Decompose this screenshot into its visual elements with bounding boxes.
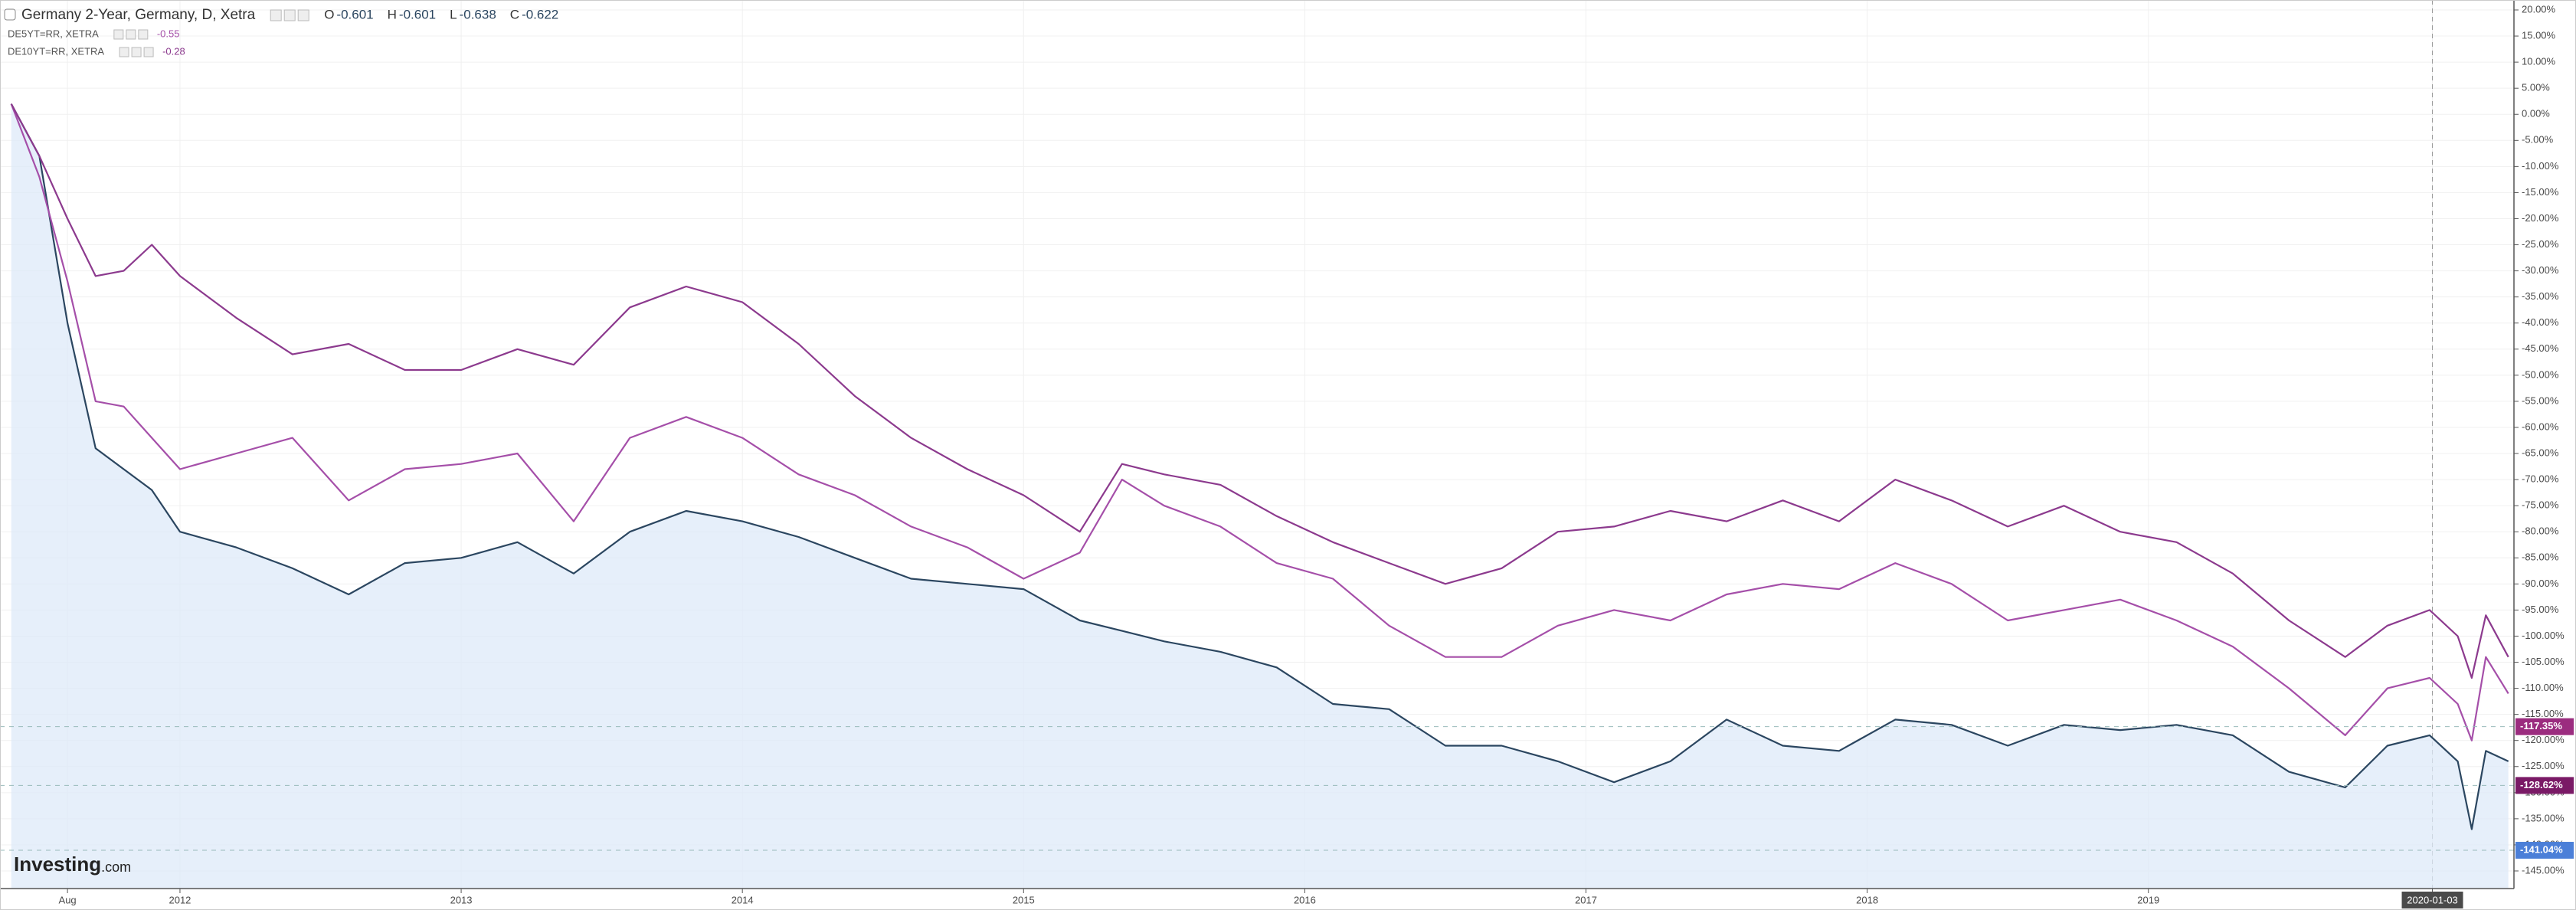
x-tick-label: 2019 xyxy=(2137,894,2159,905)
x-tick-label: 2020-01-03 xyxy=(2407,894,2458,905)
ohlc-label: O xyxy=(324,7,334,21)
y-tick-label: -135.00% xyxy=(2522,812,2565,823)
icon xyxy=(113,29,124,40)
y-tick-label: -65.00% xyxy=(2522,447,2559,458)
icon xyxy=(119,47,129,57)
y-tick-label: -85.00% xyxy=(2522,552,2559,563)
y-tick-label: 15.00% xyxy=(2522,29,2556,41)
y-tick-label: -5.00% xyxy=(2522,134,2554,146)
ohlc-value: -0.601 xyxy=(336,7,373,21)
y-tick-label: 0.00% xyxy=(2522,108,2550,119)
x-tick-label: 2013 xyxy=(450,894,473,905)
y-tick-label: 5.00% xyxy=(2522,82,2550,93)
price-label: -117.35% xyxy=(2520,720,2562,732)
y-tick-label: -50.00% xyxy=(2522,368,2559,380)
ohlc-label: L xyxy=(450,7,457,21)
plot xyxy=(0,103,2514,889)
price-label-box xyxy=(2515,777,2574,794)
y-tick-label: -45.00% xyxy=(2522,342,2559,354)
series-title: Germany 2-Year, Germany, D, Xetra xyxy=(21,7,256,23)
ohlc-value: -0.638 xyxy=(460,7,496,21)
x-cursor-box xyxy=(2401,892,2463,908)
x-tick-label: Aug xyxy=(59,894,77,905)
y-tick-label: -95.00% xyxy=(2522,604,2559,615)
y-tick-label: -115.00% xyxy=(2522,708,2564,719)
y-tick-label: -90.00% xyxy=(2522,578,2559,589)
y-tick-label: -35.00% xyxy=(2522,290,2559,302)
y-tick-label: -120.00% xyxy=(2522,734,2565,745)
ohlc-value: -0.601 xyxy=(399,7,436,21)
y-tick-label: -15.00% xyxy=(2522,186,2559,198)
y-tick-label: -25.00% xyxy=(2522,238,2559,250)
y-tick-label: -105.00% xyxy=(2522,656,2565,667)
y-tick-label: -70.00% xyxy=(2522,473,2559,485)
y-tick-label: -60.00% xyxy=(2522,421,2559,432)
legend-value: -0.28 xyxy=(162,45,185,57)
ohlc-label: H xyxy=(388,7,397,21)
y-tick-label: -20.00% xyxy=(2522,212,2559,224)
x-tick-label: 2016 xyxy=(1294,894,1316,905)
x-tick-label: 2017 xyxy=(1575,894,1597,905)
watermark: .com xyxy=(101,859,131,875)
y-tick-label: -55.00% xyxy=(2522,394,2559,406)
legend-name: DE10YT=RR, XETRA xyxy=(8,45,104,57)
icon xyxy=(283,9,296,21)
y-tick-label: -10.00% xyxy=(2522,160,2559,172)
y-tick-label: -30.00% xyxy=(2522,264,2559,276)
legend-value: -0.55 xyxy=(157,28,180,39)
x-tick-label: 2015 xyxy=(1013,894,1035,905)
series-line xyxy=(10,103,2509,830)
y-tick-label: -40.00% xyxy=(2522,316,2559,328)
price-label-box xyxy=(2515,842,2574,859)
y-tick-label: -145.00% xyxy=(2522,864,2565,876)
collapse-icon xyxy=(4,8,16,21)
ohlc-value: -0.622 xyxy=(522,7,558,21)
icon xyxy=(126,29,136,40)
icon xyxy=(297,9,309,21)
y-tick-label: 20.00% xyxy=(2522,3,2556,15)
x-tick-label: 2014 xyxy=(732,894,754,905)
icon xyxy=(131,47,142,57)
price-label-box xyxy=(2515,718,2574,735)
y-tick-label: 10.00% xyxy=(2522,56,2556,67)
x-tick-label: 2018 xyxy=(1856,894,1878,905)
price-label: -141.04% xyxy=(2520,843,2563,855)
y-tick-label: -125.00% xyxy=(2522,760,2565,771)
legend-name: DE5YT=RR, XETRA xyxy=(8,28,99,39)
area xyxy=(11,103,2509,889)
y-tick-label: -75.00% xyxy=(2522,499,2559,511)
ohlc-label: C xyxy=(510,7,519,21)
icon xyxy=(143,47,154,57)
series-line xyxy=(10,103,2509,679)
header: Germany 2-Year, Germany, D, Xetra O -0.601… xyxy=(4,7,558,876)
y-tick-label: -80.00% xyxy=(2522,525,2559,537)
series-line xyxy=(10,103,2509,741)
icon xyxy=(138,29,149,40)
y-tick-label: -110.00% xyxy=(2522,682,2564,693)
icon xyxy=(270,9,282,21)
y-tick-label: -100.00% xyxy=(2522,630,2565,641)
watermark: Investing xyxy=(14,853,101,876)
x-tick-label: 2012 xyxy=(169,894,191,905)
price-label: -128.62% xyxy=(2520,779,2563,791)
